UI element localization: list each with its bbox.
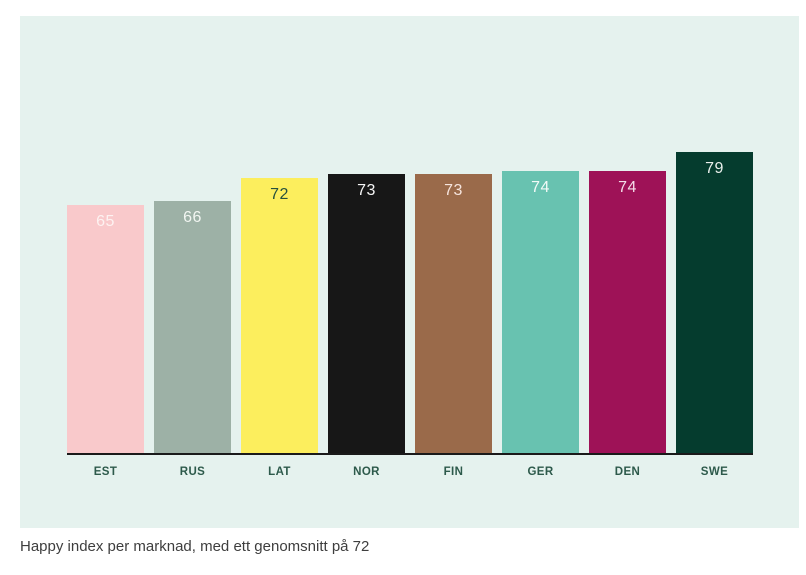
bar-fin: 73 — [415, 174, 492, 453]
x-tick-lat: LAT — [268, 466, 291, 478]
bar-value-label-fin: 73 — [444, 182, 463, 199]
bar-value-label-ger: 74 — [531, 179, 550, 196]
bar-swe: 79 — [676, 152, 753, 453]
bar-ger: 74 — [502, 171, 579, 453]
bar-value-label-lat: 72 — [270, 186, 289, 203]
bar-nor: 73 — [328, 174, 405, 453]
bar-rus: 66 — [154, 201, 231, 453]
bar-value-label-den: 74 — [618, 179, 637, 196]
x-tick-den: DEN — [614, 466, 641, 478]
bar-est: 65 — [67, 205, 144, 453]
bar-value-label-est: 65 — [96, 213, 115, 230]
bars-row: 65 66 72 73 73 74 74 79 — [67, 152, 753, 455]
bar-value-label-nor: 73 — [357, 182, 376, 199]
bar-den: 74 — [589, 171, 666, 453]
x-tick-ger: GER — [527, 466, 554, 478]
x-tick-fin: FIN — [443, 466, 464, 478]
x-tick-rus: RUS — [179, 466, 206, 478]
bar-value-label-rus: 66 — [183, 209, 202, 226]
tick-row: EST RUS LAT NOR FIN GER DEN SWE — [67, 466, 753, 478]
bar-lat: 72 — [241, 178, 318, 453]
chart-caption: Happy index per marknad, med ett genomsn… — [20, 538, 370, 555]
x-tick-nor: NOR — [353, 466, 380, 478]
x-tick-est: EST — [93, 466, 118, 478]
bar-value-label-swe: 79 — [705, 160, 724, 177]
x-tick-swe: SWE — [700, 466, 729, 478]
happy-index-chart: 65 66 72 73 73 74 74 79 EST RUS LAT NOR FIN GER DEN SW… — [20, 16, 799, 528]
